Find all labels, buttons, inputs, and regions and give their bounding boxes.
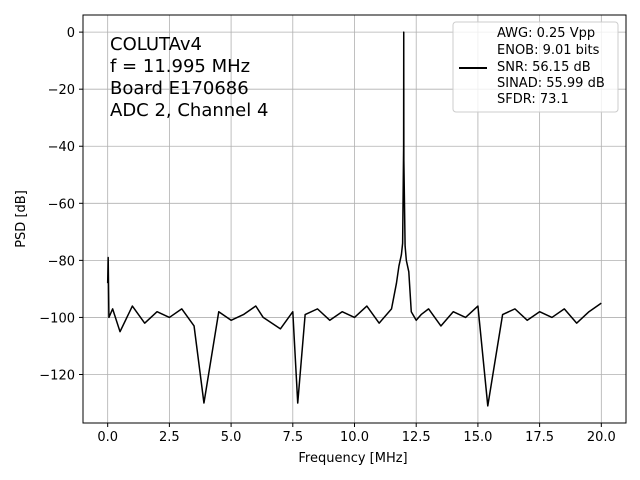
psd-series-line: [106, 31, 602, 407]
y-tick-label: −80: [48, 254, 75, 269]
annotation-frequency: f = 11.995 MHz: [110, 56, 250, 77]
x-tick-label: 12.5: [402, 430, 431, 445]
legend-entry-sfdr: SFDR: 73.1: [497, 92, 569, 107]
x-tick-label: 17.5: [525, 430, 554, 445]
x-tick-label: 5.0: [221, 430, 242, 445]
tick-layer: 0.0 2.5 5.0 7.5 10.0 12.5 15.0 17.5 20.0 0 −20 −40 −…: [39, 26, 616, 445]
x-tick-label: 15.0: [463, 430, 492, 445]
legend-entry-snr: SNR: 56.15 dB: [497, 60, 591, 75]
x-tick-label: 20.0: [587, 430, 616, 445]
x-tick-label: 0.0: [97, 430, 118, 445]
x-tick-label: 10.0: [340, 430, 369, 445]
x-tick-label: 2.5: [159, 430, 180, 445]
x-tick-label: 7.5: [282, 430, 303, 445]
y-tick-label: 0: [67, 26, 75, 41]
y-tick-label: −20: [48, 83, 75, 98]
legend-entry-sinad: SINAD: 55.99 dB: [497, 76, 605, 91]
y-tick-label: −120: [39, 368, 75, 383]
grid: [83, 15, 626, 423]
legend: AWG: 0.25 Vpp ENOB: 9.01 bits SNR: 56.15…: [452, 21, 619, 113]
y-tick-label: −40: [48, 140, 75, 155]
y-tick-label: −100: [39, 311, 75, 326]
y-axis-label: PSD [dB]: [14, 190, 29, 248]
x-axis-label: Frequency [MHz]: [298, 451, 407, 466]
annotation-channel: ADC 2, Channel 4: [110, 100, 268, 121]
annotation-block: COLUTAv4 f = 11.995 MHz Board E170686 AD…: [110, 34, 268, 121]
annotation-board: Board E170686: [110, 78, 249, 99]
annotation-chip-name: COLUTAv4: [110, 34, 202, 55]
legend-box: [452, 21, 619, 113]
series-layer: [106, 31, 602, 407]
y-tick-label: −60: [48, 197, 75, 212]
legend-entry-enob: ENOB: 9.01 bits: [497, 43, 600, 58]
legend-entry-awg: AWG: 0.25 Vpp: [497, 26, 595, 41]
